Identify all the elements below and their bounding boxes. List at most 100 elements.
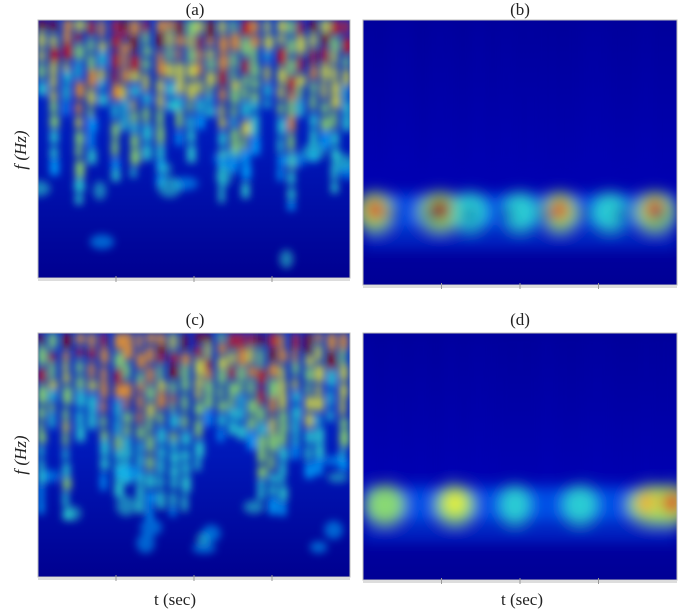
- streak: [315, 395, 324, 412]
- panel-label: (b): [510, 0, 530, 19]
- streak: [75, 61, 82, 79]
- stripe: [559, 333, 565, 483]
- streak: [130, 20, 139, 35]
- streak: [100, 458, 109, 470]
- stripe: [405, 20, 411, 170]
- streak: [241, 164, 251, 180]
- blob: [213, 148, 241, 169]
- streak: [279, 447, 288, 461]
- streak: [195, 457, 201, 471]
- streak: [76, 333, 85, 345]
- streak: [38, 468, 46, 485]
- blob: [93, 181, 107, 201]
- streak: [297, 55, 303, 73]
- stripe: [531, 20, 537, 170]
- streak: [230, 106, 237, 117]
- streak: [111, 51, 119, 70]
- streak: [136, 372, 143, 384]
- streak: [217, 429, 224, 442]
- x-axis-label: t (sec): [501, 590, 543, 609]
- streak: [38, 459, 44, 468]
- streak: [142, 94, 151, 104]
- scalogram: [363, 333, 677, 580]
- streak: [156, 20, 166, 32]
- streak: [38, 446, 44, 457]
- streak: [297, 86, 303, 100]
- streak: [257, 466, 267, 478]
- streak: [166, 62, 174, 79]
- dip: [652, 209, 666, 221]
- streak: [268, 396, 276, 414]
- blob: [324, 520, 343, 540]
- streak: [251, 125, 259, 136]
- streak: [237, 405, 245, 422]
- streak: [196, 51, 203, 61]
- streak: [75, 44, 84, 60]
- streak: [146, 416, 153, 433]
- streak: [257, 479, 265, 489]
- texture: [38, 333, 349, 554]
- streak: [287, 58, 295, 75]
- streak: [88, 412, 96, 430]
- blob: [332, 153, 350, 171]
- streak: [292, 445, 299, 460]
- streak: [170, 394, 176, 404]
- streak: [241, 101, 250, 118]
- streak: [277, 35, 285, 45]
- streak: [342, 20, 350, 34]
- streak: [38, 20, 46, 31]
- streak: [157, 391, 166, 409]
- streak: [331, 81, 340, 95]
- streak: [217, 333, 225, 342]
- streak: [268, 333, 278, 349]
- streak: [100, 440, 109, 457]
- streak: [321, 64, 329, 80]
- streak: [331, 37, 339, 52]
- streak: [206, 20, 214, 38]
- streak: [277, 166, 283, 182]
- streak: [187, 131, 195, 143]
- stripe: [489, 333, 495, 483]
- streak: [62, 478, 71, 490]
- streak: [49, 390, 57, 401]
- streak: [339, 397, 346, 416]
- streak: [331, 163, 337, 181]
- streak: [279, 423, 288, 432]
- streak: [218, 119, 227, 128]
- streak: [205, 369, 213, 380]
- streak: [62, 463, 70, 478]
- streak: [38, 406, 45, 420]
- streak: [123, 412, 132, 424]
- streak: [38, 333, 44, 346]
- streak: [75, 20, 85, 30]
- streak: [98, 20, 105, 38]
- streak: [176, 62, 184, 78]
- streak: [339, 418, 349, 428]
- streak: [305, 463, 314, 479]
- streak: [292, 351, 298, 363]
- streak: [257, 489, 265, 500]
- streak: [146, 402, 155, 417]
- streak: [305, 356, 314, 366]
- streak: [268, 497, 278, 515]
- stripe: [503, 333, 509, 483]
- streak: [228, 351, 235, 365]
- streak: [292, 378, 298, 391]
- streak: [237, 333, 245, 350]
- streak: [310, 82, 317, 93]
- blob: [309, 541, 328, 554]
- streak: [142, 106, 150, 123]
- streak: [264, 20, 271, 34]
- streak: [279, 432, 287, 447]
- streak: [121, 42, 129, 53]
- streak: [279, 462, 286, 477]
- streak: [38, 485, 44, 500]
- streak: [98, 68, 106, 81]
- streak: [268, 474, 278, 483]
- streak: [166, 82, 175, 97]
- streak: [181, 475, 191, 493]
- streak: [114, 436, 122, 450]
- streak: [339, 364, 348, 381]
- streak: [63, 29, 71, 43]
- streak: [181, 333, 188, 351]
